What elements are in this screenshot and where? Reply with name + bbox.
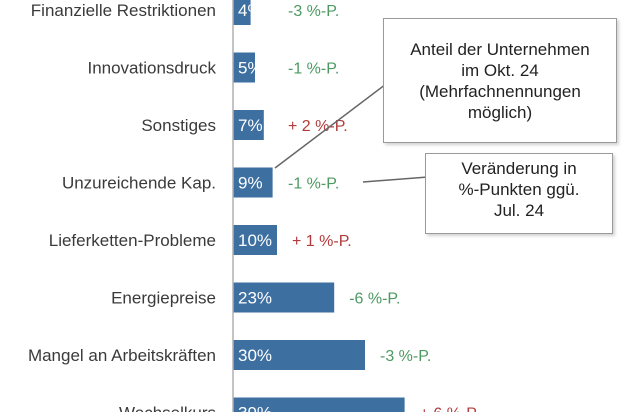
annotation-share-line-4: möglich)	[467, 103, 533, 122]
change-label: -1 %-P.	[288, 176, 339, 193]
annotation-change-line-1: Veränderung in	[461, 159, 577, 178]
bar	[233, 52, 255, 83]
change-label: -3 %-P.	[288, 3, 339, 20]
annotation-change-line-3: Jul. 24	[493, 201, 545, 220]
annotation-change-callout: Veränderung in %-Punkten ggü. Jul. 24	[425, 153, 613, 234]
annotation-share-line-3: (Mehrfachnennungen	[419, 82, 581, 101]
callout-pointer-share	[274, 74, 399, 169]
value-label: 5%	[238, 59, 263, 78]
bar	[233, 110, 264, 140]
change-label: -3 %-P.	[380, 348, 431, 365]
bar	[233, 397, 405, 412]
category-label: Innovationsdruck	[87, 59, 216, 78]
value-label: 10%	[238, 231, 272, 250]
category-label: Sonstiges	[141, 116, 216, 135]
value-label: 30%	[238, 346, 272, 365]
annotation-share-line-1: Anteil der Unternehmen	[410, 40, 590, 59]
category-label: Lieferketten-Probleme	[49, 231, 216, 250]
category-label: Energiepreise	[111, 289, 216, 308]
bar	[233, 225, 277, 255]
value-label: 4%	[238, 1, 263, 20]
value-label: 9%	[238, 174, 263, 193]
value-label: 23%	[238, 289, 272, 308]
change-label: + 6 %-P.	[420, 406, 480, 412]
category-label: Mangel an Arbeitskräften	[28, 346, 216, 365]
category-label: Wechselkurs	[119, 404, 216, 412]
change-label: + 2 %-P.	[288, 118, 348, 135]
value-label: 7%	[238, 116, 263, 135]
change-label: -6 %-P.	[349, 291, 400, 308]
category-label: Finanzielle Restriktionen	[31, 1, 216, 20]
bar	[233, 167, 273, 198]
bar	[233, 0, 251, 25]
callout-pointer-change	[362, 176, 429, 183]
bar	[233, 340, 365, 370]
bar	[233, 282, 335, 313]
category-label: Unzureichende Kap.	[62, 174, 216, 193]
annotation-share-line-2: im Okt. 24	[461, 61, 539, 80]
annotation-change-line-2: %-Punkten ggü.	[458, 180, 580, 199]
annotation-share-callout: Anteil der Unternehmen im Okt. 24 (Mehrf…	[383, 18, 617, 143]
change-label: -1 %-P.	[288, 61, 339, 78]
change-label: + 1 %-P.	[292, 233, 352, 250]
value-label: 39%	[238, 404, 272, 412]
